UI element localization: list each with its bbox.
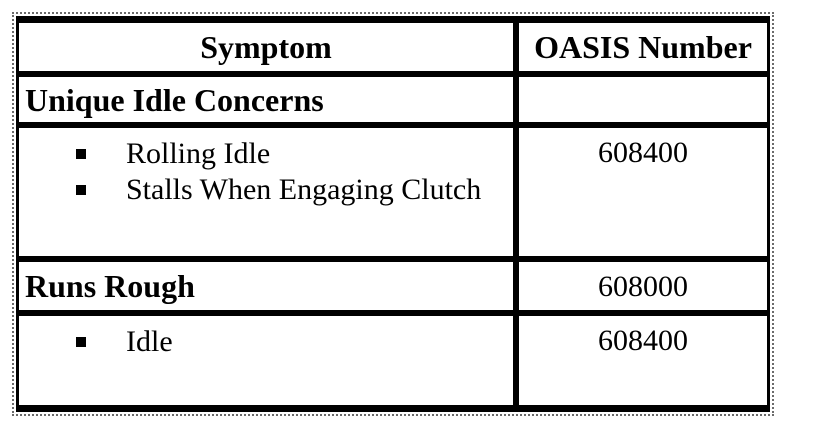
list-item: Rolling Idle — [19, 136, 513, 172]
symptom-column-header: Symptom — [200, 29, 332, 65]
header-cell-symptom: Symptom — [19, 23, 519, 71]
symptom-oasis-table: Symptom OASIS Number Unique Idle Concern… — [16, 16, 770, 412]
bullet-list-cell: Rolling Idle Stalls When Engaging Clutch — [19, 128, 519, 256]
table-row-runs-rough: Runs Rough 608000 — [19, 262, 767, 316]
oasis-number-value: 608400 — [598, 136, 688, 169]
oasis-number-cell — [519, 77, 767, 122]
bullet-list-cell: Idle — [19, 316, 519, 405]
oasis-number-value: 608000 — [598, 270, 688, 303]
list-item-label: Idle — [126, 325, 173, 358]
section-label: Runs Rough — [25, 268, 195, 304]
list-item: Stalls When Engaging Clutch — [19, 172, 513, 208]
bullet-icon — [76, 185, 86, 195]
oasis-number-cell: 608000 — [519, 262, 767, 310]
section-label-cell: Unique Idle Concerns — [19, 77, 519, 122]
table-header-row: Symptom OASIS Number — [19, 23, 767, 77]
bullet-icon — [76, 149, 86, 159]
table-row-unique-idle-concerns: Unique Idle Concerns — [19, 77, 767, 128]
table-row-idle: Idle 608400 — [19, 316, 767, 405]
header-cell-oasis-number: OASIS Number — [519, 23, 767, 71]
oasis-number-value: 608400 — [598, 324, 688, 357]
bullet-icon — [76, 337, 86, 347]
list-item-label: Stalls When Engaging Clutch — [126, 173, 482, 206]
list-item: Idle — [19, 324, 513, 360]
oasis-number-cell: 608400 — [519, 316, 767, 405]
table-row-idle-symptoms: Rolling Idle Stalls When Engaging Clutch… — [19, 128, 767, 262]
section-label-cell: Runs Rough — [19, 262, 519, 310]
section-label: Unique Idle Concerns — [25, 81, 324, 118]
oasis-number-column-header: OASIS Number — [534, 29, 752, 65]
list-item-label: Rolling Idle — [126, 137, 271, 170]
table-boundary-marker: Symptom OASIS Number Unique Idle Concern… — [12, 12, 774, 416]
oasis-number-cell: 608400 — [519, 128, 767, 256]
